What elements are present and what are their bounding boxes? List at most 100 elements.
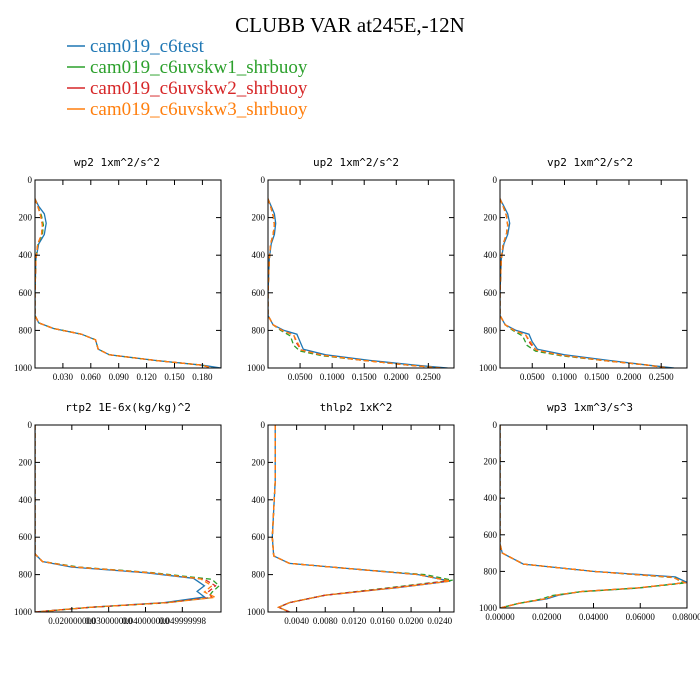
x-tick-label: 0.060 [81, 372, 102, 382]
series-line [35, 198, 221, 368]
y-tick-label: 600 [252, 532, 266, 542]
y-tick-label: 1000 [479, 363, 498, 373]
series-line [35, 425, 207, 612]
y-tick-label: 0 [261, 420, 266, 430]
panel: thlp2 1xK^2 0 200 400 600 800 1000 0.0040 0.0080… [247, 401, 455, 626]
x-tick-label: 0.0120 [341, 616, 366, 626]
series-line [35, 198, 212, 368]
series-line [500, 425, 687, 608]
panel: vp2 1xm^2/s^2 0 200 400 600 800 1000 0.0500 0.10… [479, 156, 688, 382]
y-tick-label: 0 [493, 420, 498, 430]
x-tick-label: 0.049999998 [159, 616, 207, 626]
plot-frame [499, 424, 688, 609]
series-line [500, 198, 668, 368]
x-tick-label: 0.02000 [532, 612, 562, 622]
x-tick-label: 0.0040 [284, 616, 309, 626]
y-tick-label: 800 [484, 566, 498, 576]
panels: wp2 1xm^2/s^2 0 200 400 600 800 1000 0.030 0.060… [14, 156, 700, 626]
x-tick-label: 0.040000000 [122, 616, 170, 626]
x-tick-label: 0.2500 [416, 372, 441, 382]
x-tick-label: 0.06000 [626, 612, 656, 622]
plot-frame [34, 179, 222, 369]
series-line [500, 198, 668, 368]
x-tick-label: 0.1000 [552, 372, 577, 382]
y-tick-label: 1000 [247, 363, 266, 373]
y-tick-label: 600 [19, 532, 33, 542]
y-tick-label: 800 [19, 325, 33, 335]
series-line [271, 425, 451, 612]
series-line [500, 425, 687, 608]
y-tick-label: 800 [19, 570, 33, 580]
x-tick-label: 0.2500 [649, 372, 674, 382]
series-line [268, 198, 448, 368]
x-tick-label: 0.120 [136, 372, 157, 382]
series-line [35, 425, 218, 612]
y-tick-label: 200 [484, 213, 498, 223]
panel: up2 1xm^2/s^2 0 200 400 600 800 1000 0.0500 0.10… [247, 156, 455, 382]
panel-title: wp3 1xm^3/s^3 [547, 401, 633, 414]
x-tick-label: 0.1500 [352, 372, 377, 382]
y-tick-label: 400 [19, 250, 33, 260]
x-tick-label: 0.150 [164, 372, 185, 382]
series-line [268, 198, 442, 368]
plot-frame [267, 424, 455, 613]
legend: cam019_c6testcam019_c6uvskw1_shrbuoycam0… [67, 36, 308, 120]
x-tick-label: 0.090 [109, 372, 130, 382]
y-tick-label: 200 [19, 213, 33, 223]
y-tick-label: 1000 [14, 607, 33, 617]
series-line [35, 425, 221, 612]
y-tick-label: 1000 [14, 363, 33, 373]
series-line [500, 198, 675, 368]
series-line [35, 425, 217, 612]
series-line [268, 198, 442, 368]
plot-frame [267, 179, 455, 369]
y-tick-label: 800 [484, 325, 498, 335]
x-tick-label: 0.030 [53, 372, 74, 382]
x-tick-label: 0.020000000 [48, 616, 96, 626]
y-tick-label: 200 [252, 213, 266, 223]
figure-title: CLUBB VAR at245E,-12N [235, 13, 465, 37]
y-tick-label: 400 [484, 493, 498, 503]
panel-title: rtp2 1E-6x(kg/kg)^2 [65, 401, 191, 414]
x-tick-label: 0.1000 [320, 372, 345, 382]
y-tick-label: 0 [261, 175, 266, 185]
x-tick-label: 0.1500 [584, 372, 609, 382]
y-tick-label: 1000 [247, 607, 266, 617]
x-tick-label: 0.180 [192, 372, 213, 382]
y-tick-label: 800 [252, 325, 266, 335]
plot-frame [499, 179, 688, 369]
panel: rtp2 1E-6x(kg/kg)^2 0 200 400 600 800 1000 0.02… [14, 401, 222, 626]
x-tick-label: 0.0080 [313, 616, 338, 626]
x-tick-label: 0.0500 [520, 372, 545, 382]
y-tick-label: 600 [252, 288, 266, 298]
legend-label: cam019_c6uvskw1_shrbuoy [90, 57, 308, 78]
legend-label: cam019_c6uvskw3_shrbuoy [90, 99, 308, 120]
y-tick-label: 600 [484, 288, 498, 298]
series-line [500, 425, 687, 608]
x-tick-label: 0.0500 [288, 372, 313, 382]
x-tick-label: 0.0200 [399, 616, 424, 626]
panel-title: up2 1xm^2/s^2 [313, 156, 399, 169]
plot-frame [34, 424, 222, 613]
y-tick-label: 0 [28, 420, 33, 430]
x-tick-label: 0.0160 [370, 616, 395, 626]
series-line [35, 198, 212, 368]
y-tick-label: 1000 [479, 603, 498, 613]
y-tick-label: 0 [28, 175, 33, 185]
y-tick-label: 0 [493, 175, 498, 185]
x-tick-label: 0.2000 [384, 372, 409, 382]
y-tick-label: 200 [484, 457, 498, 467]
y-tick-label: 200 [252, 457, 266, 467]
x-tick-label: 0.04000 [579, 612, 609, 622]
y-tick-label: 200 [19, 457, 33, 467]
x-tick-label: 0.0240 [427, 616, 452, 626]
series-line [35, 198, 212, 368]
series-line [500, 425, 684, 608]
y-tick-label: 400 [252, 250, 266, 260]
y-tick-label: 400 [19, 495, 33, 505]
legend-label: cam019_c6uvskw2_shrbuoy [90, 78, 308, 99]
panel-title: thlp2 1xK^2 [320, 401, 393, 414]
x-tick-label: 0.030000000 [85, 616, 133, 626]
